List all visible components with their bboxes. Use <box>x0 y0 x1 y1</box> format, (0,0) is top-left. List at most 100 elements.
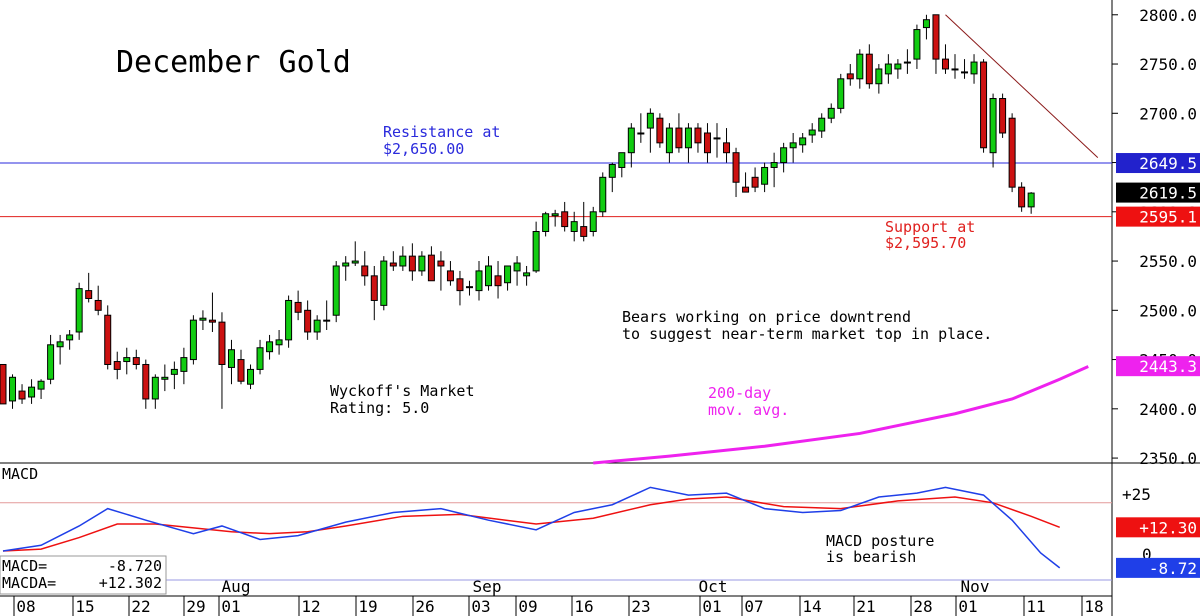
candle-body <box>703 132 711 154</box>
price-tick-label: 2800.0 <box>1139 6 1197 25</box>
date-tick-label: 22 <box>131 597 150 616</box>
candle-body <box>713 137 721 140</box>
date-tick-label: 08 <box>16 597 35 616</box>
horizontal-levels <box>0 162 1112 218</box>
candle-body <box>151 376 159 400</box>
candle-body <box>818 117 826 132</box>
candle-body <box>427 254 435 282</box>
candle-body <box>684 127 692 149</box>
month-label: Sep <box>473 577 502 596</box>
candle-body <box>894 63 902 70</box>
macda-readout-value: +12.302 <box>99 574 162 592</box>
candle-body <box>903 61 911 64</box>
resistance-tag-box <box>1116 153 1200 174</box>
candle-body <box>285 299 293 341</box>
candle-body <box>28 386 36 398</box>
candle-body <box>113 361 121 370</box>
candle-body <box>608 164 616 178</box>
candle-body <box>970 61 978 75</box>
date-axis: 08 15 22 29 01 12 19 26 03 09 16 23 01 07 14 21 28 01 11 18… <box>13 577 1104 616</box>
candle-body <box>9 376 17 402</box>
date-tick-label: 21 <box>856 597 875 616</box>
candle-body <box>637 132 645 135</box>
candlestick-series <box>0 14 1035 409</box>
candle-body <box>999 98 1007 134</box>
candle-body <box>675 127 683 149</box>
candle-body <box>380 260 388 306</box>
candle-body <box>18 390 26 400</box>
candle-body <box>304 309 312 333</box>
candle-body <box>827 107 835 119</box>
support-tag-text: 2595.1 <box>1139 208 1197 227</box>
candle-body <box>884 63 892 75</box>
candle-body <box>47 344 55 380</box>
date-tick-label: 16 <box>574 597 593 616</box>
candle-body <box>846 73 854 80</box>
month-label: Oct <box>699 577 728 596</box>
candle-body <box>694 127 702 144</box>
moving-average-tag-text: 2443.3 <box>1139 357 1197 376</box>
candle-body <box>513 262 521 272</box>
date-tick-label: 18 <box>1084 597 1103 616</box>
candle-body <box>247 368 255 385</box>
candle-body <box>208 319 216 323</box>
macd-readout-label: MACD= <box>2 557 47 575</box>
candle-body <box>875 68 883 85</box>
candle-body <box>389 262 397 267</box>
moving-average-line <box>593 365 1089 465</box>
candle-body <box>561 211 569 228</box>
candle-body <box>599 176 607 213</box>
month-label: Nov <box>961 577 990 596</box>
candle-body <box>0 363 7 405</box>
macd-tick-label: +25 <box>1122 485 1151 504</box>
candle-body <box>980 61 988 149</box>
price-tick-label: 2350.0 <box>1139 449 1197 468</box>
candle-body <box>199 317 207 321</box>
macd-tag-box <box>1116 557 1200 578</box>
macd-panel: +25 0 <box>0 485 1152 581</box>
month-label: Aug <box>222 577 251 596</box>
candle-body <box>856 53 864 80</box>
candle-body <box>132 357 140 365</box>
bears-note: Bears working on price downtrend to sugg… <box>622 308 992 343</box>
price-axis: 2800.02750.02700.02650.02600.02550.02500… <box>1112 6 1197 468</box>
candle-body <box>294 301 302 313</box>
candle-body <box>665 127 673 154</box>
last-price-tag-text: 2619.5 <box>1139 184 1197 203</box>
date-tick-label: 23 <box>631 597 650 616</box>
date-tick-label: 26 <box>415 597 434 616</box>
candle-body <box>189 319 197 361</box>
candle-body <box>542 213 550 232</box>
candle-body <box>313 319 321 333</box>
candle-body <box>627 127 635 154</box>
candle-body <box>142 363 150 400</box>
last-price-tag-box <box>1116 182 1200 203</box>
date-tick-label: 07 <box>744 597 763 616</box>
candle-body <box>104 314 112 365</box>
candle-body <box>808 129 816 136</box>
candle-body <box>323 319 331 322</box>
moving-average-label: 200-day mov. avg. <box>708 384 789 419</box>
price-tick-label: 2500.0 <box>1139 301 1197 320</box>
candle-body <box>408 255 416 272</box>
candle-body <box>399 255 407 267</box>
candle-body <box>161 376 169 380</box>
candle-body <box>256 347 264 370</box>
candle-body <box>865 53 873 85</box>
candle-body <box>941 58 949 70</box>
macd-panel-label: MACD <box>2 465 38 483</box>
candle-body <box>523 272 531 277</box>
candle-body <box>370 275 378 301</box>
candle-body <box>1018 186 1026 208</box>
date-tick-label: 14 <box>802 597 821 616</box>
date-tick-label: 28 <box>913 597 932 616</box>
candle-body <box>723 142 731 154</box>
candle-body <box>532 231 540 272</box>
candle-body <box>418 255 426 272</box>
candle-body <box>932 14 940 60</box>
candle-body <box>332 265 340 316</box>
chart-title: December Gold <box>116 45 351 80</box>
candle-body <box>646 112 654 129</box>
candle-body <box>913 29 921 60</box>
